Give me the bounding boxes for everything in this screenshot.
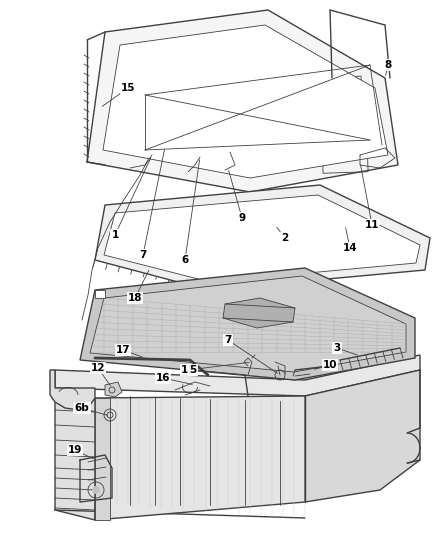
Text: 6: 6 bbox=[181, 255, 189, 265]
Polygon shape bbox=[90, 276, 406, 372]
Text: 8: 8 bbox=[385, 60, 392, 70]
Polygon shape bbox=[305, 370, 420, 502]
Text: 18: 18 bbox=[128, 293, 142, 303]
Text: 3: 3 bbox=[333, 343, 341, 353]
Polygon shape bbox=[55, 388, 95, 520]
Text: 13: 13 bbox=[181, 365, 195, 375]
Text: 15: 15 bbox=[121, 83, 135, 93]
Polygon shape bbox=[87, 10, 398, 192]
Polygon shape bbox=[103, 25, 388, 178]
Text: 14: 14 bbox=[343, 243, 357, 253]
Text: 5: 5 bbox=[189, 365, 197, 375]
Polygon shape bbox=[105, 382, 122, 397]
Polygon shape bbox=[95, 185, 430, 290]
Circle shape bbox=[183, 141, 187, 145]
Circle shape bbox=[92, 486, 100, 494]
Polygon shape bbox=[50, 370, 95, 410]
Text: 10: 10 bbox=[323, 360, 337, 370]
Polygon shape bbox=[223, 298, 295, 328]
Polygon shape bbox=[55, 355, 420, 396]
Circle shape bbox=[198, 155, 202, 159]
Polygon shape bbox=[95, 398, 110, 520]
Polygon shape bbox=[80, 268, 415, 380]
Text: 1: 1 bbox=[111, 230, 119, 240]
Text: 19: 19 bbox=[68, 445, 82, 455]
Text: 9: 9 bbox=[238, 213, 246, 223]
Text: 7: 7 bbox=[224, 335, 232, 345]
Text: 12: 12 bbox=[91, 363, 105, 373]
Circle shape bbox=[163, 146, 167, 150]
Text: 16: 16 bbox=[156, 373, 170, 383]
Text: 7: 7 bbox=[139, 250, 147, 260]
Polygon shape bbox=[95, 396, 305, 520]
Polygon shape bbox=[95, 290, 105, 298]
Text: 2: 2 bbox=[281, 233, 289, 243]
Text: 6b: 6b bbox=[74, 403, 89, 413]
Text: 11: 11 bbox=[365, 220, 379, 230]
Text: 17: 17 bbox=[116, 345, 131, 355]
Circle shape bbox=[213, 150, 217, 154]
Polygon shape bbox=[104, 195, 420, 282]
